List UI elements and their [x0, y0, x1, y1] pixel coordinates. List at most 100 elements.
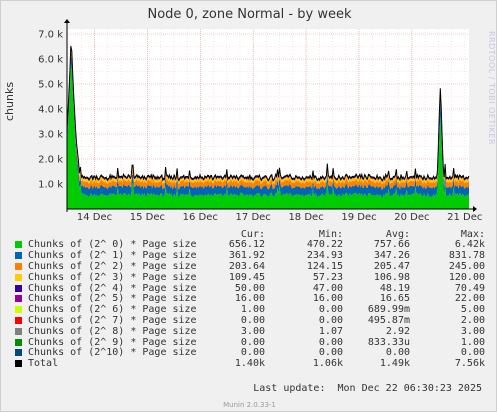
- legend-avg-value: 833.33u: [367, 336, 410, 348]
- legend-row: Chunks of (2^ 5) * Page size 16.00 16.00 16…: [9, 293, 493, 304]
- legend-row: Chunks of (2^ 3) * Page size 109.45 57.23 1…: [9, 272, 493, 283]
- legend-swatch: [15, 338, 22, 346]
- legend-cur-value: Cur:: [240, 229, 265, 240]
- y-tick-label: 2.0 k: [38, 155, 63, 166]
- last-update: Last update: Mon Dec 22 06:30:23 2025: [253, 383, 482, 394]
- legend-cur-value: 656.12: [228, 239, 265, 251]
- legend-row: Chunks of (2^ 9) * Page size 0.00 0.00 833.…: [9, 337, 493, 348]
- legend-cur-value: 203.64: [228, 261, 265, 272]
- legend-avg-value: 16.65: [379, 293, 410, 305]
- munin-version: Munin 2.0.33-1: [223, 401, 276, 409]
- legend-min-value: 0.00: [318, 304, 343, 316]
- x-axis-arrow: [473, 206, 477, 212]
- y-axis-label: chunks: [3, 81, 16, 121]
- y-tick-label: 1.0 k: [38, 180, 63, 191]
- legend-row: Chunks of (2^ 4) * Page size 50.00 47.00 48…: [9, 283, 493, 294]
- legend-max-value: 3.00: [460, 325, 485, 337]
- legend-min-value: 0.00: [318, 336, 343, 348]
- legend-swatch: [15, 327, 22, 335]
- legend-series-name: Chunks of (2^ 5) * Page size: [28, 293, 197, 305]
- legend-row: Chunks of (2^ 7) * Page size 0.00 0.00 495.…: [9, 315, 493, 326]
- legend-max-value: 7.56k: [454, 358, 485, 370]
- legend-avg-value: 757.66: [373, 239, 410, 251]
- legend-min-value: 0.00: [318, 347, 343, 359]
- legend-series-name: Chunks of (2^ 4) * Page size: [28, 282, 197, 294]
- legend-max-value: 120.00: [448, 271, 485, 283]
- chart-title: Node 0, zone Normal - by week: [147, 7, 352, 22]
- legend-swatch: [15, 241, 22, 249]
- legend-min-value: 234.93: [306, 250, 343, 262]
- y-tick-label: 3.0 k: [38, 130, 63, 141]
- legend-min-value: 47.00: [312, 282, 343, 294]
- legend-max-value: 5.00: [460, 304, 485, 316]
- y-tick-label: 4.0 k: [38, 105, 63, 116]
- y-tick-label: 6.0 k: [38, 55, 63, 66]
- x-tick-label: 14 Dec: [77, 212, 112, 223]
- legend-min-value: 470.22: [306, 239, 343, 251]
- legend-avg-value: 106.98: [373, 271, 410, 283]
- y-axis-arrow: [64, 19, 70, 23]
- legend-header: Cur: Min: Avg: Max:: [9, 229, 493, 240]
- legend-series-name: Chunks of (2^ 1) * Page size: [28, 250, 197, 262]
- legend-avg-value: Avg:: [385, 229, 410, 240]
- legend-avg-value: 2.92: [385, 325, 410, 337]
- legend-series-name: Chunks of (2^10) * Page size: [28, 347, 197, 359]
- legend-row: Chunks of (2^ 2) * Page size 203.64 124.15…: [9, 261, 493, 272]
- legend-cur-value: 109.45: [228, 271, 265, 283]
- legend-row: Chunks of (2^ 8) * Page size 3.00 1.07 2.92…: [9, 326, 493, 337]
- legend-swatch: [15, 317, 22, 324]
- legend-min-value: 0.00: [318, 315, 343, 326]
- legend-row: Chunks of (2^ 0) * Page size 656.12 470.22…: [9, 239, 493, 250]
- legend-series-name: Chunks of (2^ 7) * Page size: [28, 315, 197, 326]
- x-tick-label: 19 Dec: [341, 212, 376, 223]
- legend-max-value: Max:: [460, 229, 485, 240]
- legend-min-value: Min:: [318, 229, 343, 240]
- legend-avg-value: 1.49k: [379, 358, 410, 370]
- legend-cur-value: 50.00: [234, 282, 265, 294]
- legend-avg-value: 689.99m: [367, 304, 410, 316]
- legend-swatch: [15, 306, 22, 314]
- legend-series-name: Chunks of (2^ 6) * Page size: [28, 304, 197, 316]
- legend-series-name: Chunks of (2^ 8) * Page size: [28, 325, 197, 337]
- legend-series-name: Chunks of (2^ 0) * Page size: [28, 239, 197, 251]
- legend-cur-value: 0.00: [240, 315, 265, 326]
- legend-row: Chunks of (2^10) * Page size 0.00 0.00 0.00…: [9, 347, 493, 358]
- legend-series-name: Chunks of (2^ 3) * Page size: [28, 271, 197, 283]
- legend-swatch: [15, 252, 22, 260]
- x-tick-label: 18 Dec: [288, 212, 323, 223]
- y-tick-label: 5.0 k: [38, 80, 63, 91]
- legend-avg-value: 495.87m: [367, 315, 410, 326]
- legend-avg-value: 347.26: [373, 250, 410, 262]
- legend-swatch: [15, 273, 22, 281]
- legend-series-name: Chunks of (2^ 2) * Page size: [28, 261, 197, 272]
- total-line: [66, 45, 470, 182]
- legend-min-value: 124.15: [306, 261, 343, 272]
- x-tick-label: 21 Dec: [447, 212, 482, 223]
- legend-min-value: 1.07: [318, 325, 343, 337]
- x-tick-label: 15 Dec: [130, 212, 165, 223]
- legend-swatch: [15, 349, 22, 357]
- legend-avg-value: 205.47: [373, 261, 410, 272]
- legend-cur-value: 1.40k: [234, 358, 265, 370]
- legend-max-value: 6.42k: [454, 239, 485, 251]
- legend-row: Chunks of (2^ 1) * Page size 361.92 234.93…: [9, 250, 493, 261]
- legend-cur-value: 0.00: [240, 336, 265, 348]
- x-tick-label: 16 Dec: [183, 212, 218, 223]
- legend-swatch: [15, 284, 22, 292]
- legend-swatch: [15, 295, 22, 303]
- legend-max-value: 0.00: [460, 347, 485, 359]
- legend-cur-value: 1.00: [240, 304, 265, 316]
- y-tick-label: 7.0 k: [38, 30, 63, 41]
- legend-cur-value: 361.92: [228, 250, 265, 262]
- legend-cur-value: 0.00: [240, 347, 265, 359]
- legend-max-value: 70.49: [454, 282, 485, 294]
- legend-cur-value: 16.00: [234, 293, 265, 305]
- legend-max-value: 2.00: [460, 315, 485, 326]
- legend-swatch: [15, 263, 22, 270]
- x-tick-label: 20 Dec: [394, 212, 429, 223]
- legend-min-value: 16.00: [312, 293, 343, 305]
- legend-row: Chunks of (2^ 6) * Page size 1.00 0.00 689.…: [9, 304, 493, 315]
- x-tick-label: 17 Dec: [236, 212, 271, 223]
